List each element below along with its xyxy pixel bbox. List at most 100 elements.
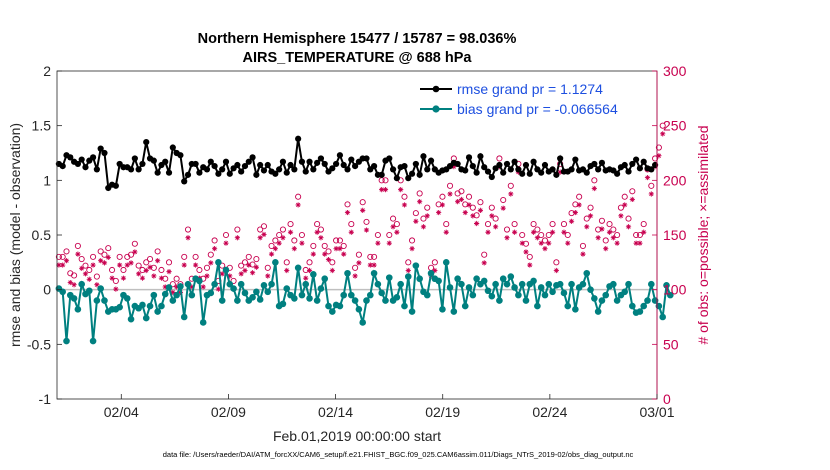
rmse-point xyxy=(192,160,199,168)
obs-possible-marker xyxy=(325,248,332,255)
bias-point xyxy=(613,297,621,304)
obs-possible-marker xyxy=(598,217,605,224)
bias-point xyxy=(97,285,104,292)
bias-point xyxy=(382,297,389,304)
bias-point xyxy=(268,280,275,288)
obs-possible-marker xyxy=(314,221,321,228)
obs-possible-marker xyxy=(97,248,104,255)
obs-assimilated-marker xyxy=(508,191,514,197)
obs-possible-marker xyxy=(382,177,389,184)
obs-possible-marker xyxy=(272,237,279,244)
obs-assimilated-marker xyxy=(284,267,290,274)
obs-assimilated-marker xyxy=(493,224,499,230)
rmse-point xyxy=(143,138,150,146)
obs-possible-marker xyxy=(538,231,545,239)
bias-point xyxy=(298,291,306,299)
bias-point xyxy=(435,277,442,285)
obs-assimilated-marker xyxy=(474,220,480,227)
obs-possible-marker xyxy=(591,177,598,184)
bias-point xyxy=(499,275,507,283)
bias-point xyxy=(351,297,359,304)
bias-point xyxy=(401,302,408,310)
obs-possible-marker xyxy=(617,204,624,211)
obs-possible-marker xyxy=(55,253,62,260)
obs-possible-marker xyxy=(234,226,241,233)
bias-point xyxy=(663,281,670,289)
obs-assimilated-marker xyxy=(344,209,351,216)
obs-assimilated-marker xyxy=(227,273,233,279)
obs-assimilated-marker xyxy=(549,229,556,235)
obs-possible-marker xyxy=(386,231,393,239)
y-axis-right: 0 50 100 150 200 250 300 xyxy=(652,63,687,407)
rmse-point xyxy=(215,170,222,177)
y-right-tick-label: 200 xyxy=(663,172,687,188)
rmse-point xyxy=(386,155,393,162)
bias-point xyxy=(446,284,454,291)
obs-assimilated-marker xyxy=(174,284,180,290)
obs-possible-marker xyxy=(329,259,336,266)
obs-assimilated-marker xyxy=(455,199,461,205)
rmse-point xyxy=(633,156,640,163)
obs-possible-marker xyxy=(374,231,381,239)
bias-point xyxy=(123,295,131,302)
rmse-point xyxy=(526,170,533,177)
bias-point xyxy=(165,284,173,291)
obs-assimilated-marker xyxy=(625,224,632,230)
bias-point xyxy=(492,280,499,288)
bias-point xyxy=(74,306,82,313)
rmse-point xyxy=(131,155,138,162)
obs-possible-marker xyxy=(371,253,378,260)
rmse-point xyxy=(557,155,564,162)
obs-assimilated-marker xyxy=(401,202,408,208)
bias-point xyxy=(397,280,404,288)
obs-possible-marker xyxy=(595,226,602,233)
obs-possible-marker xyxy=(458,188,465,195)
bias-point xyxy=(461,302,469,310)
obs-assimilated-marker xyxy=(261,231,267,238)
obs-possible-marker xyxy=(500,196,507,204)
bias-point xyxy=(169,297,177,304)
obs-possible-marker xyxy=(333,237,340,244)
rmse-point xyxy=(162,158,169,165)
bias-point xyxy=(158,302,165,310)
bias-point xyxy=(522,297,530,304)
bias-point xyxy=(241,289,249,297)
obs-possible-marker xyxy=(496,155,503,162)
obs-assimilated-marker xyxy=(614,240,620,246)
rmse-point xyxy=(272,170,279,177)
bias-point xyxy=(651,297,659,304)
obs-possible-marker xyxy=(614,231,621,239)
obs-assimilated-marker xyxy=(249,270,256,276)
obs-possible-marker xyxy=(295,193,302,200)
obs-assimilated-marker xyxy=(299,240,305,246)
obs-possible-marker xyxy=(222,231,230,239)
obs-assimilated-marker xyxy=(158,275,165,281)
bias-point xyxy=(85,287,93,295)
bias-point xyxy=(249,294,256,301)
rmse-point xyxy=(97,145,104,152)
obs-possible-marker xyxy=(587,204,594,211)
bias-point xyxy=(89,337,97,345)
bias-point xyxy=(640,302,648,310)
obs-assimilated-marker xyxy=(128,260,134,266)
bias-point xyxy=(416,275,423,283)
bias-point xyxy=(348,291,355,299)
rmse-point xyxy=(462,167,469,174)
obs-possible-marker xyxy=(401,193,408,200)
obs-possible-marker xyxy=(549,221,556,228)
obs-assimilated-marker xyxy=(405,267,411,274)
bias-point xyxy=(321,275,329,283)
obs-assimilated-marker xyxy=(447,191,453,197)
obs-assimilated-marker xyxy=(394,229,400,235)
obs-possible-marker xyxy=(207,251,214,258)
rmse-point xyxy=(598,159,606,166)
rmse-point xyxy=(82,164,89,171)
obs-possible-marker xyxy=(264,264,271,271)
obs-assimilated-marker xyxy=(606,229,613,235)
obs-assimilated-marker xyxy=(504,235,510,241)
rmse-point xyxy=(295,135,302,142)
obs-possible-marker xyxy=(652,155,659,162)
bias-point xyxy=(196,277,203,285)
x-tick-label: 02/14 xyxy=(318,404,353,420)
bias-point xyxy=(454,275,461,283)
